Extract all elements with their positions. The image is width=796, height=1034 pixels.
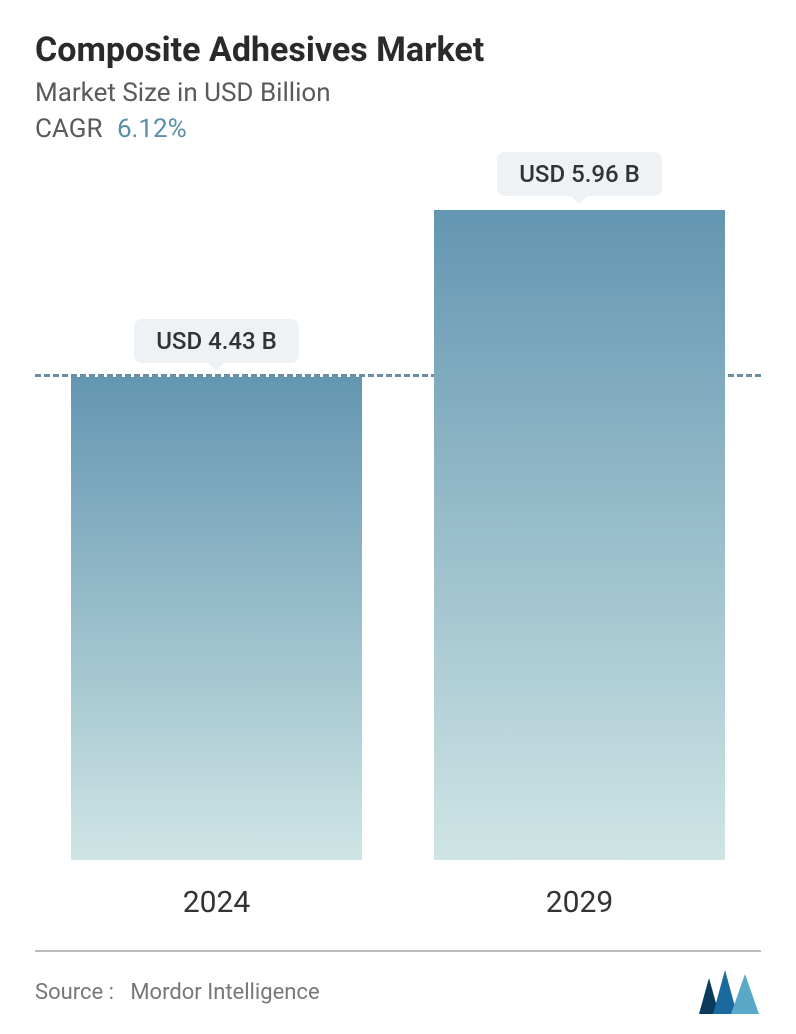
x-axis-labels: 2024 2029: [35, 885, 761, 920]
chart-subtitle: Market Size in USD Billion: [35, 78, 761, 108]
source-label: Source :: [35, 980, 114, 1005]
bar-group: USD 5.96 B: [434, 152, 724, 860]
bar-value-label: USD 5.96 B: [497, 152, 662, 196]
source-name: Mordor Intelligence: [130, 980, 319, 1005]
bar: [434, 210, 724, 860]
cagr-line: CAGR 6.12%: [35, 114, 761, 144]
bar: [71, 377, 361, 860]
bar-group: USD 4.43 B: [71, 319, 361, 860]
chart-title: Composite Adhesives Market: [35, 30, 761, 70]
x-axis-label: 2029: [434, 885, 724, 920]
cagr-label: CAGR: [35, 114, 102, 144]
cagr-value: 6.12%: [117, 114, 187, 144]
x-axis-label: 2024: [71, 885, 361, 920]
chart-area: USD 4.43 BUSD 5.96 B 2024 2029: [35, 184, 761, 920]
mordor-logo-icon: [699, 970, 761, 1014]
bars-container: USD 4.43 BUSD 5.96 B: [35, 184, 761, 860]
footer: Source : Mordor Intelligence: [35, 950, 761, 1014]
bar-value-label: USD 4.43 B: [134, 319, 299, 363]
source-text: Source : Mordor Intelligence: [35, 980, 320, 1005]
